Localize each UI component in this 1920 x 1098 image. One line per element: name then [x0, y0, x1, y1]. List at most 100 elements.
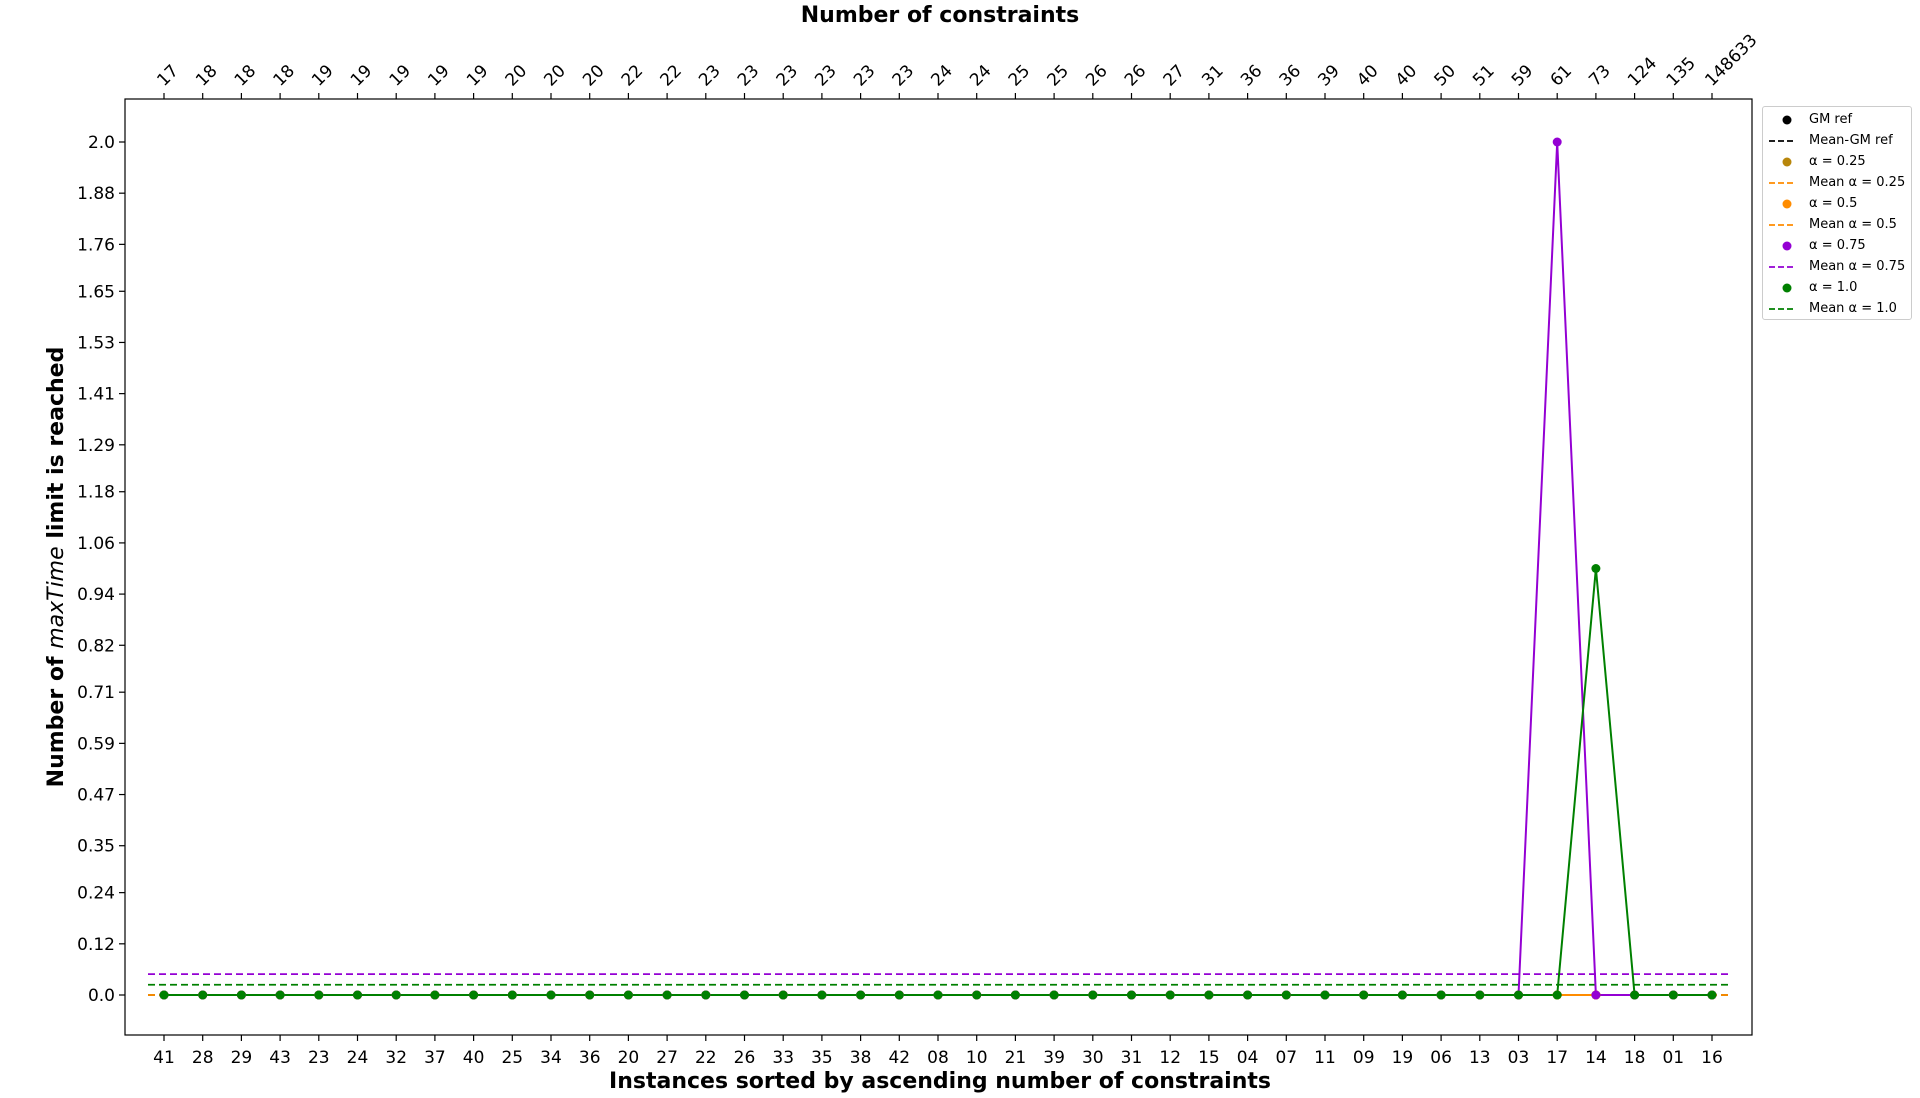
x-tick-label: 01: [1662, 1048, 1684, 1068]
top-tick-label: 36: [1276, 61, 1305, 90]
top-tick-label: 31: [1198, 61, 1227, 90]
x-tick-label: 12: [1159, 1048, 1181, 1068]
top-tick-label: 19: [424, 61, 453, 90]
plot-area: [124, 98, 1753, 1036]
top-tick-label: 18: [269, 61, 298, 90]
legend-label: α = 0.75: [1809, 238, 1866, 253]
top-tick-label: 20: [502, 61, 531, 90]
data-point: [198, 990, 208, 1000]
legend-dash-icon: [1769, 308, 1795, 310]
top-tick-label: 19: [308, 61, 337, 90]
x-tick-label: 16: [1701, 1048, 1723, 1068]
data-point: [701, 990, 711, 1000]
legend: GM ref Mean-GM ref α = 0.25 Mean α = 0.25 α …: [1762, 106, 1912, 320]
top-tick-label: 25: [1043, 61, 1072, 90]
chart-title: Number of constraints: [801, 3, 1079, 28]
top-tick-label: 20: [579, 61, 608, 90]
data-point: [817, 990, 827, 1000]
top-tick-label: 51: [1469, 61, 1498, 90]
data-point: [972, 990, 982, 1000]
legend-label: Mean α = 1.0: [1809, 301, 1897, 316]
legend-item: Mean α = 0.25: [1763, 174, 1913, 192]
x-tick-label: 14: [1585, 1048, 1607, 1068]
x-axis-ticks: 41 28 29 43 23 24 32 37 40 25 34 36 20 27 22 26 33 35 38 42…: [153, 1035, 1723, 1068]
data-point: [1552, 990, 1562, 1000]
data-point: [1359, 990, 1369, 1000]
legend-label: Mean-GM ref: [1809, 133, 1893, 148]
y-tick-label: 1.88: [77, 184, 115, 204]
y-axis-label: Number of maxTime limit is reached: [44, 347, 69, 788]
data-point: [1707, 990, 1717, 1000]
y-tick-label: 0.71: [77, 683, 115, 703]
x-tick-label: 42: [888, 1048, 910, 1068]
y-tick-label: 1.18: [77, 483, 115, 503]
x-tick-label: 35: [811, 1048, 833, 1068]
legend-item: Mean-GM ref: [1763, 132, 1913, 150]
top-tick-label: 73: [1585, 61, 1614, 90]
data-point: [391, 990, 401, 1000]
data-point: [623, 990, 633, 1000]
data-point: [1049, 990, 1059, 1000]
top-tick-label: 19: [386, 61, 415, 90]
x-tick-label: 13: [1469, 1048, 1491, 1068]
x-tick-label: 09: [1353, 1048, 1375, 1068]
y-tick-label: 2.0: [88, 133, 115, 153]
x-tick-label: 39: [1043, 1048, 1065, 1068]
top-tick-label: 23: [773, 61, 802, 90]
x-tick-label: 08: [927, 1048, 949, 1068]
top-tick-label: 18: [192, 61, 221, 90]
legend-marker-icon: [1782, 199, 1792, 209]
legend-dash-icon: [1769, 266, 1795, 268]
legend-dash-icon: [1769, 224, 1795, 226]
top-tick-label: 22: [618, 61, 647, 90]
x-tick-label: 15: [1198, 1048, 1220, 1068]
x-tick-label: 21: [1005, 1048, 1027, 1068]
data-point: [1127, 990, 1136, 1000]
x-tick-label: 41: [153, 1048, 175, 1068]
legend-label: GM ref: [1809, 112, 1853, 127]
top-tick-label: 24: [966, 61, 995, 90]
x-tick-label: 36: [579, 1048, 601, 1068]
legend-item: α = 0.25: [1763, 153, 1913, 171]
legend-marker-icon: [1782, 283, 1792, 293]
x-tick-label: 23: [308, 1048, 330, 1068]
legend-marker-icon: [1782, 241, 1792, 251]
y-tick-label: 0.24: [77, 884, 115, 904]
data-point: [1204, 990, 1214, 1000]
legend-label: α = 0.5: [1809, 196, 1858, 211]
data-point: [778, 990, 788, 1000]
data-point: [314, 990, 324, 1000]
top-tick-label: 148633: [1701, 30, 1761, 90]
legend-label: α = 0.25: [1809, 154, 1866, 169]
x-tick-label: 38: [850, 1048, 872, 1068]
top-tick-label: 19: [347, 61, 376, 90]
y-tick-label: 0.35: [77, 837, 115, 857]
data-point: [1436, 990, 1446, 1000]
legend-marker-icon: [1782, 157, 1792, 167]
y-tick-label: 0.47: [77, 786, 115, 806]
top-tick-label: 39: [1314, 61, 1343, 90]
top-tick-label: 26: [1082, 61, 1111, 90]
y-tick-label: 0.12: [77, 935, 115, 955]
data-point: [740, 990, 749, 1000]
legend-item: α = 0.5: [1763, 195, 1913, 213]
top-tick-label: 23: [889, 61, 918, 90]
y-tick-label: 0.0: [88, 986, 115, 1006]
data-point: [1320, 990, 1330, 1000]
x-tick-label: 26: [734, 1048, 756, 1068]
legend-dash-icon: [1769, 140, 1795, 142]
series-line: [164, 568, 1712, 996]
y-tick-label: 1.76: [77, 235, 115, 255]
top-tick-label: 36: [1237, 61, 1266, 90]
legend-item: Mean α = 1.0: [1763, 300, 1913, 318]
top-tick-label: 25: [1005, 61, 1034, 90]
x-tick-label: 04: [1237, 1048, 1259, 1068]
x-tick-label: 10: [966, 1048, 988, 1068]
data-point: [1591, 990, 1601, 1000]
x-tick-label: 17: [1546, 1048, 1568, 1068]
data-point: [1281, 990, 1291, 1000]
x-tick-label: 43: [269, 1048, 291, 1068]
data-point: [1514, 990, 1523, 1000]
top-tick-label: 23: [850, 61, 879, 90]
data-point: [1088, 990, 1098, 1000]
